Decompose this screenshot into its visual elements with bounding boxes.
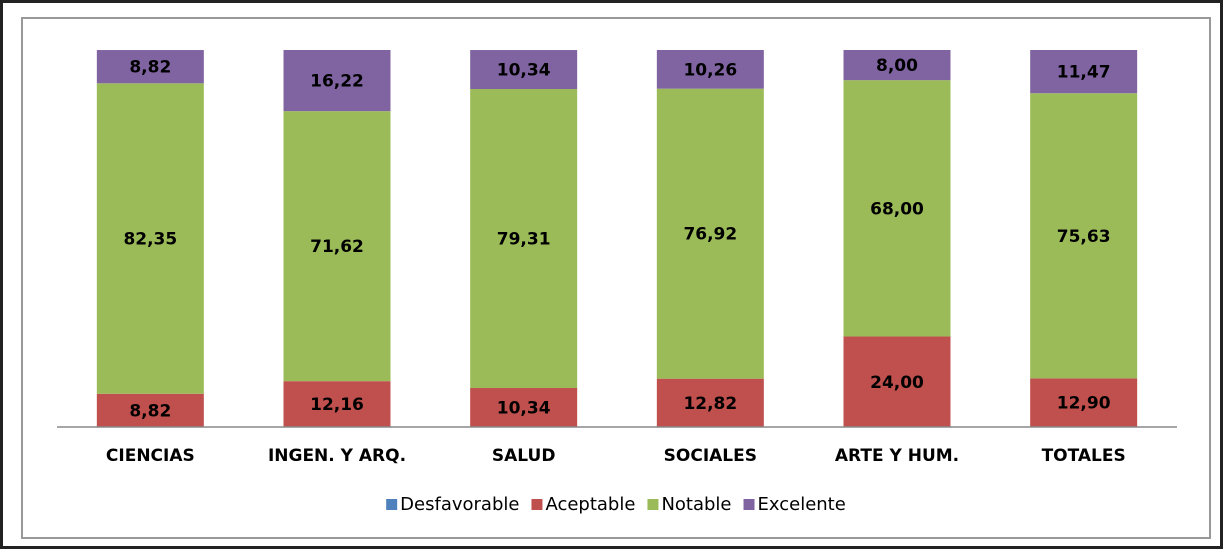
bar-segment [470,388,578,427]
x-tick-label: CIENCIAS [106,446,195,466]
legend-swatch [743,499,755,510]
bar-segment [1030,93,1138,379]
x-tick-label: INGEN. Y ARQ. [268,446,406,466]
x-tick-label: TOTALES [1042,446,1126,466]
bar-segment [1030,378,1138,427]
bar-segment [96,50,204,84]
bar-segment [1030,50,1138,94]
x-tick-label: ARTE Y HUM. [835,446,959,466]
value-label: 12,90 [1057,394,1111,414]
legend-label: Desfavorable [400,494,519,515]
bar-segment [470,89,578,389]
bar-segment [656,378,764,427]
bar-segment [96,83,204,394]
legend-swatch [647,499,659,510]
chart-area [21,17,1211,539]
bar-segment [656,50,764,89]
value-label: 68,00 [870,199,924,219]
x-tick-label: SOCIALES [664,446,757,466]
legend-label: Notable [661,494,731,515]
value-label: 16,22 [310,72,364,92]
legend-label: Excelente [758,494,846,515]
bar-segment [283,111,391,382]
value-label: 12,16 [310,395,364,415]
legend-label: Aceptable [545,494,635,515]
value-label: 10,34 [497,61,551,81]
bar-segment [96,393,204,427]
bar-segment [843,336,951,427]
value-label: 75,63 [1057,227,1111,247]
value-label: 76,92 [683,225,737,245]
value-label: 11,47 [1057,63,1111,83]
bar-segment [656,88,764,379]
value-label: 82,35 [123,230,177,250]
bar-segment [843,50,951,81]
legend-swatch [531,499,543,510]
value-label: 24,00 [870,373,924,393]
x-tick-label: SALUD [492,446,556,466]
bar-segment [843,80,951,337]
value-label: 8,82 [129,58,171,78]
bar-segment [283,381,391,427]
value-label: 10,34 [497,399,551,419]
bar-segment [470,50,578,90]
value-label: 8,00 [876,56,918,76]
value-label: 12,82 [683,394,737,414]
bar-segment [283,50,391,112]
legend-swatch [386,499,398,510]
value-label: 8,82 [129,401,171,421]
value-label: 71,62 [310,237,364,257]
value-label: 79,31 [497,230,551,250]
value-label: 10,26 [683,60,737,80]
